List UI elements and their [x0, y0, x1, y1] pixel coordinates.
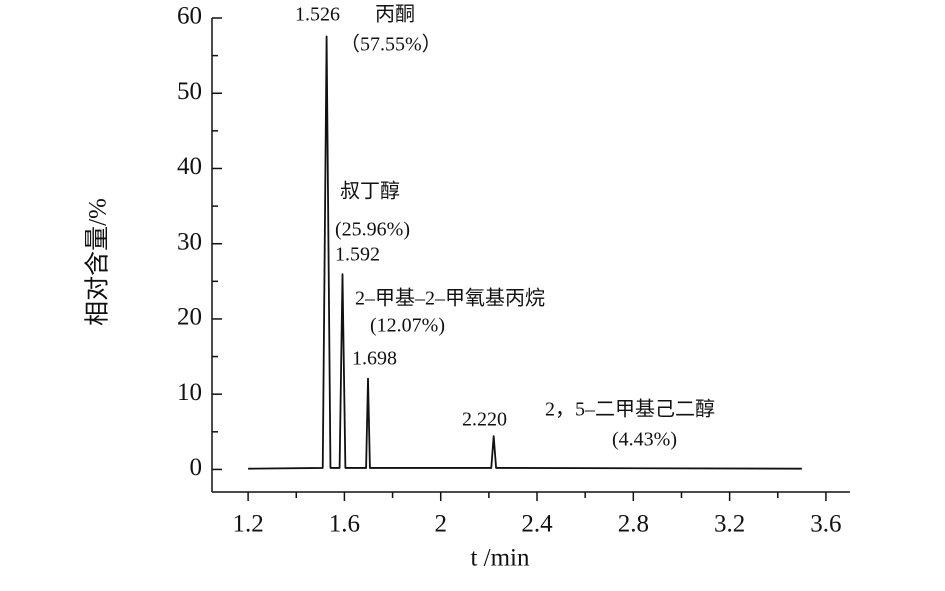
- y-tick-label: 50: [177, 78, 202, 105]
- x-tick-label: 2.8: [618, 511, 649, 538]
- y-tick-label: 0: [190, 454, 203, 481]
- x-tick-label: 3.2: [714, 511, 745, 538]
- peak-annotation: 1.526: [295, 4, 340, 26]
- peak-annotation: 2，5–二甲基己二醇: [545, 398, 715, 421]
- y-axis-label: 相对含量/%: [84, 198, 112, 326]
- x-tick-label: 1.6: [329, 511, 360, 538]
- x-tick-label: 3.6: [810, 511, 841, 538]
- peak-annotation: 丙酮: [375, 4, 415, 26]
- peak-annotation: 1.698: [352, 348, 397, 370]
- peak-annotation: 1.592: [335, 244, 380, 266]
- y-tick-label: 10: [177, 379, 202, 406]
- peak-annotation: (4.43%): [612, 429, 677, 451]
- x-tick-label: 2: [434, 511, 447, 538]
- peak-annotation: (25.96%): [335, 219, 410, 241]
- y-tick-label: 30: [177, 228, 202, 255]
- peak-annotation: （57.55%）: [340, 33, 442, 56]
- y-tick-label: 40: [177, 153, 202, 180]
- x-tick-label: 1.2: [232, 511, 263, 538]
- peak-annotation: 2.220: [462, 409, 507, 431]
- x-tick-label: 2.4: [521, 511, 553, 538]
- chromatogram-line: [248, 35, 802, 470]
- y-tick-label: 60: [177, 3, 202, 30]
- y-tick-label: 20: [177, 304, 202, 331]
- peak-annotation: 叔丁醇: [340, 180, 400, 203]
- x-axis-label: t /min: [470, 545, 530, 572]
- peak-annotation: 2–甲基–2–甲氧基丙烷: [355, 287, 545, 310]
- peak-annotation: (12.07%): [370, 315, 445, 337]
